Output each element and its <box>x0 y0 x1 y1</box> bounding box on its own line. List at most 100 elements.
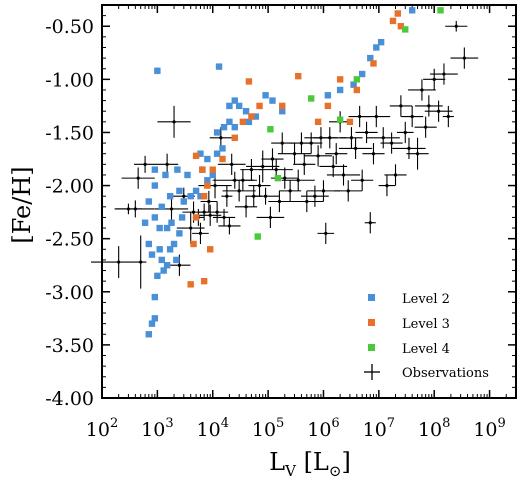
sim-point-level-2 <box>163 224 171 232</box>
sim-point-level-2 <box>197 192 204 200</box>
legend-label: Level 4 <box>402 342 450 357</box>
observation-point <box>334 180 363 202</box>
legend-marker <box>368 344 375 351</box>
tick-labels: 102 103 104 105 106 107 108 109-0.50-1.00-1.50-… <box>45 16 506 441</box>
observation-point <box>209 127 232 149</box>
observation-point <box>384 164 407 186</box>
observation-marker <box>189 226 193 230</box>
observation-marker <box>241 178 245 182</box>
x-tick-label: 108 <box>418 416 450 441</box>
observation-marker <box>427 104 431 108</box>
observation-marker <box>274 168 278 172</box>
legend-entry: Level 3 <box>368 317 450 332</box>
y-tick-label: -3.00 <box>45 282 94 304</box>
sim-point-level-2 <box>180 198 187 205</box>
observation-point <box>450 47 479 69</box>
observation-point <box>231 169 254 191</box>
observation-point <box>137 235 144 289</box>
sim-point-level-2 <box>209 171 216 179</box>
observation-marker <box>385 183 389 188</box>
sim-point-level-3 <box>209 166 216 173</box>
sim-point-level-2 <box>178 214 186 221</box>
legend-entry: Level 2 <box>368 292 450 307</box>
x-tick-label-base: 10 <box>86 419 110 441</box>
observation-marker <box>346 189 350 193</box>
sim-point-level-2 <box>166 192 174 200</box>
sim-point-level-2 <box>158 256 165 264</box>
observation-marker <box>424 125 428 129</box>
sim-point-level-2 <box>269 97 276 104</box>
sim-point-level-2 <box>408 7 416 14</box>
sim-point-level-2 <box>156 246 163 253</box>
observation-marker <box>302 162 306 166</box>
sim-point-level-2 <box>231 123 238 131</box>
observation-marker <box>207 199 211 204</box>
observation-marker <box>454 24 458 28</box>
sim-point-level-2 <box>148 320 156 327</box>
observation-point <box>192 222 209 244</box>
observation-marker <box>309 141 313 145</box>
sim-point-level-2 <box>324 92 332 99</box>
observation-marker <box>117 260 121 264</box>
observation-point <box>217 153 246 175</box>
sim-point-level-3 <box>324 102 332 110</box>
observation-point <box>218 217 241 235</box>
observation-point <box>277 143 312 165</box>
observation-point <box>401 105 424 128</box>
sim-point-level-2 <box>279 108 286 115</box>
y-axis-title: [Fe/H] <box>8 166 36 243</box>
sim-point-level-2 <box>197 150 204 157</box>
observation-marker <box>381 136 385 140</box>
sim-point-level-2 <box>226 118 233 126</box>
observation-point <box>340 127 363 149</box>
legend-marker <box>368 319 375 326</box>
legend-label: Observations <box>402 366 489 381</box>
observation-marker <box>420 88 424 92</box>
observation-point <box>304 145 332 167</box>
observation-marker <box>403 130 407 135</box>
sim-point-level-4 <box>267 126 274 133</box>
observation-point <box>300 132 323 154</box>
sim-point-level-2 <box>176 230 183 237</box>
sim-point-level-2 <box>245 118 253 126</box>
sim-point-level-3 <box>389 17 397 25</box>
y-tick-label: -1.50 <box>45 122 94 144</box>
x-tick-label: 109 <box>473 416 505 441</box>
observation-point <box>251 187 280 205</box>
x-tick-label: 104 <box>197 416 229 441</box>
observation-marker <box>316 154 320 158</box>
sim-point-level-2 <box>156 224 163 232</box>
sim-point-level-2 <box>151 214 159 221</box>
observation-point <box>364 212 376 234</box>
sim-point-level-2 <box>151 166 159 173</box>
observation-marker <box>136 176 140 180</box>
observation-marker <box>390 141 394 145</box>
sim-point-level-2 <box>170 240 178 248</box>
x-tick-label-exponent: 4 <box>221 416 229 431</box>
observation-marker <box>371 152 376 156</box>
sim-point-level-2 <box>235 102 243 110</box>
sim-point-level-2 <box>252 113 260 120</box>
x-tick-label-exponent: 2 <box>110 416 118 431</box>
sim-point-level-2 <box>242 108 250 115</box>
sim-point-level-2 <box>213 150 221 157</box>
sim-point-level-3 <box>199 166 206 173</box>
observation-point <box>338 137 373 160</box>
sim-point-level-3 <box>239 118 247 126</box>
sim-point-level-3 <box>192 214 200 221</box>
observation-point <box>408 79 436 101</box>
sim-point-level-3 <box>200 192 208 200</box>
sim-point-level-2 <box>262 92 269 99</box>
sim-point-level-3 <box>279 102 286 110</box>
sim-point-level-2 <box>367 54 374 62</box>
sim-point-level-2 <box>215 63 223 70</box>
sim-point-level-3 <box>336 76 344 83</box>
sim-point-level-3 <box>370 60 377 67</box>
observation-marker <box>280 141 284 145</box>
sim-point-level-4 <box>402 26 409 33</box>
observation-marker <box>268 215 272 220</box>
observation-marker <box>139 260 143 264</box>
observation-point <box>200 190 218 213</box>
observation-point <box>240 159 263 181</box>
sim-point-level-2 <box>219 145 226 152</box>
